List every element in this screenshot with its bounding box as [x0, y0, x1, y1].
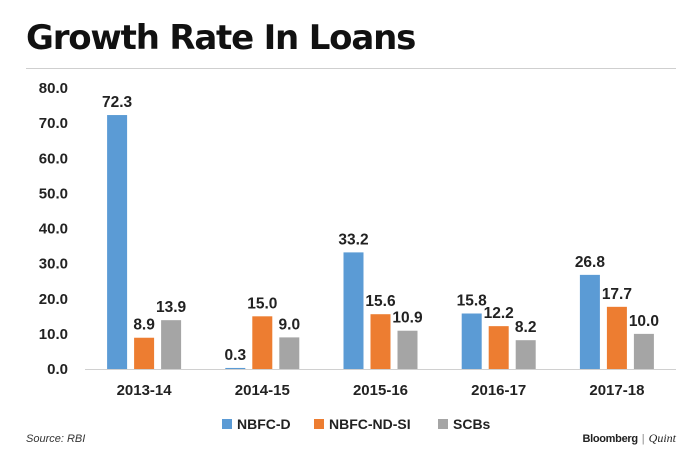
- y-tick-label: 20.0: [39, 291, 68, 308]
- data-label: 8.9: [133, 317, 155, 334]
- bar-nbfc-d-2014-15: [225, 367, 246, 369]
- legend-swatch-scbs: [438, 419, 448, 429]
- x-tick-label: 2013-14: [117, 382, 173, 399]
- data-label: 26.8: [575, 254, 606, 271]
- bar-scbs-2016-17: [515, 340, 536, 369]
- bar-nbfc-d-2016-17: [461, 313, 482, 369]
- legend-swatch-nbfc-nd-si: [314, 419, 324, 429]
- data-label: 8.2: [515, 319, 537, 336]
- x-tick-label: 2015-16: [353, 382, 408, 399]
- x-tick-label: 2016-17: [471, 382, 526, 399]
- y-tick-label: 30.0: [39, 256, 68, 273]
- y-tick-label: 10.0: [39, 326, 68, 343]
- x-tick-label: 2014-15: [235, 382, 290, 399]
- bar-nbfc-nd-si-2013-14: [134, 337, 155, 369]
- y-tick-label: 60.0: [39, 150, 68, 167]
- page-title: Growth Rate In Loans: [26, 18, 416, 58]
- publisher-logo: Bloomberg | Quint: [582, 431, 676, 446]
- bar-nbfc-nd-si-2016-17: [488, 326, 509, 369]
- bar-nbfc-d-2013-14: [107, 115, 128, 369]
- bar-nbfc-nd-si-2014-15: [252, 316, 273, 369]
- y-axis: 0.0 10.0 20.0 30.0 40.0 50.0 60.0 70.0 80.0: [39, 80, 68, 378]
- bar-scbs-2015-16: [397, 330, 418, 369]
- logo-suffix: Quint: [648, 431, 676, 445]
- bar-scbs-2014-15: [279, 337, 300, 369]
- y-tick-label: 80.0: [39, 80, 68, 97]
- bar-nbfc-d-2017-18: [579, 274, 600, 369]
- data-label: 15.0: [247, 295, 277, 312]
- legend-swatch-nbfc-d: [222, 419, 232, 429]
- data-labels: 72.3 8.913.9 0.3 15.09.0 33.2 15.610.9 15.812.…: [102, 94, 659, 364]
- data-label: 9.0: [279, 316, 301, 333]
- bar-scbs-2013-14: [161, 320, 182, 369]
- legend-label-scbs: SCBs: [453, 416, 491, 432]
- bar-nbfc-nd-si-2017-18: [606, 306, 627, 369]
- title-divider: [26, 68, 676, 69]
- y-tick-label: 50.0: [39, 185, 68, 202]
- y-tick-label: 40.0: [39, 221, 68, 238]
- bars: [107, 115, 654, 369]
- logo-separator: |: [641, 433, 645, 445]
- data-label: 13.9: [156, 299, 187, 316]
- bar-nbfc-d-2015-16: [343, 252, 364, 369]
- legend-label-nbfc-nd-si: NBFC-ND-SI: [329, 416, 411, 432]
- x-axis: 2013-14 2014-15 2015-16 2016-17 2017-18: [117, 382, 645, 399]
- data-label: 0.3: [225, 347, 247, 364]
- bar-scbs-2017-18: [633, 333, 654, 369]
- source-note: Source: RBI: [26, 433, 86, 445]
- data-label: 10.0: [629, 313, 659, 330]
- logo-brand: Bloomberg: [582, 433, 638, 445]
- bar-nbfc-nd-si-2015-16: [370, 314, 391, 369]
- data-label: 17.7: [602, 286, 632, 303]
- y-tick-label: 0.0: [47, 361, 68, 378]
- x-tick-label: 2017-18: [589, 382, 644, 399]
- legend: NBFC-D NBFC-ND-SI SCBs: [222, 416, 491, 432]
- data-label: 15.6: [365, 293, 396, 310]
- y-tick-label: 70.0: [39, 115, 68, 132]
- data-label: 15.8: [457, 293, 488, 310]
- data-label: 12.2: [484, 305, 514, 322]
- data-label: 33.2: [338, 231, 368, 248]
- data-label: 10.9: [392, 310, 423, 327]
- data-label: 72.3: [102, 94, 133, 111]
- legend-label-nbfc-d: NBFC-D: [237, 416, 291, 432]
